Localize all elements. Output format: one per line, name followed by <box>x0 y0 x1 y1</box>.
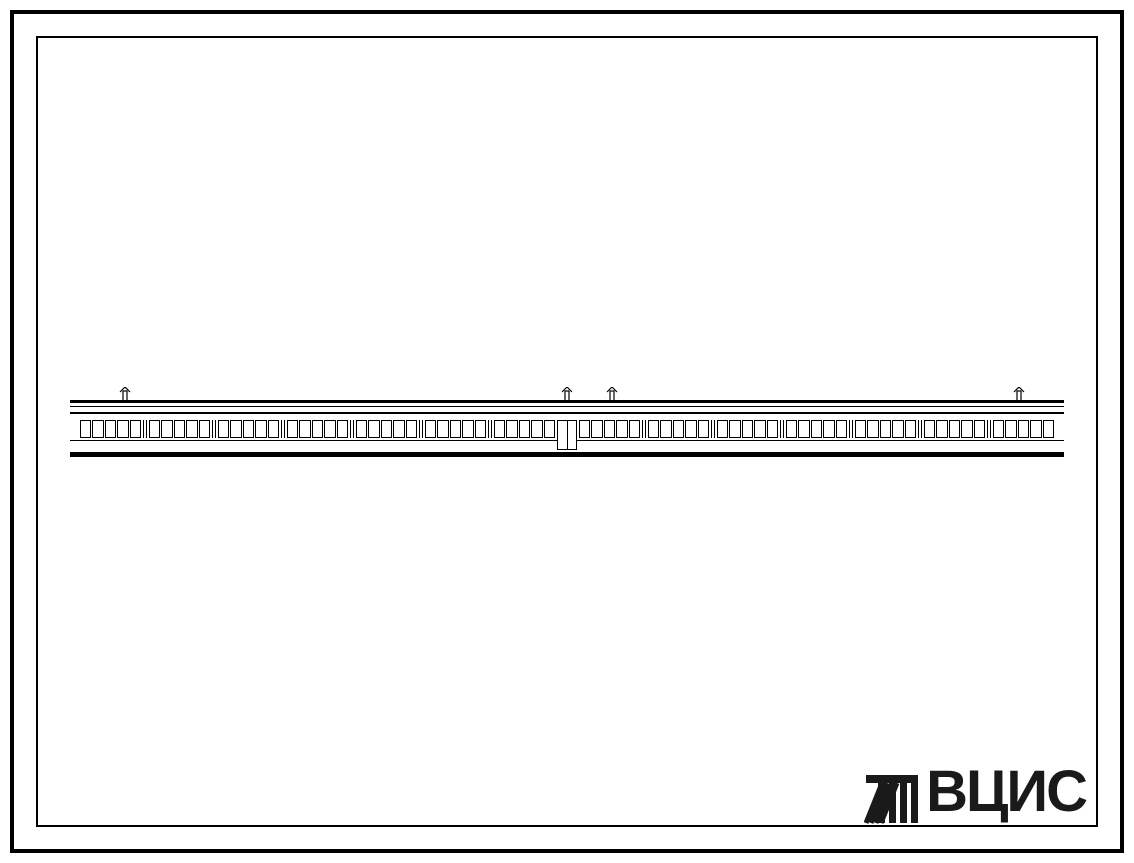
window-pane <box>993 420 1004 438</box>
window-pane <box>531 420 542 438</box>
window-pane <box>1030 420 1041 438</box>
building-elevation <box>70 400 1064 460</box>
logo-text: ВЦИС <box>926 758 1086 825</box>
ground-line <box>70 452 1064 457</box>
window-pane <box>117 420 128 438</box>
window-group <box>147 420 212 438</box>
window-pane <box>324 420 335 438</box>
window-pane <box>425 420 436 438</box>
window-pane <box>1018 420 1029 438</box>
roof-vent-icon <box>119 387 131 401</box>
window-pane <box>949 420 960 438</box>
window-pane <box>961 420 972 438</box>
window-group <box>216 420 281 438</box>
window-pane <box>174 420 185 438</box>
window-group <box>715 420 780 438</box>
window-pane <box>519 420 530 438</box>
window-pane <box>836 420 847 438</box>
window-group <box>922 420 987 438</box>
roof-vent-icon <box>606 387 618 401</box>
window-group <box>492 420 557 438</box>
window-pane <box>199 420 210 438</box>
window-group <box>78 420 143 438</box>
window-pane <box>149 420 160 438</box>
window-pane <box>230 420 241 438</box>
window-pane <box>287 420 298 438</box>
window-pane <box>437 420 448 438</box>
window-pane <box>80 420 91 438</box>
window-pane <box>255 420 266 438</box>
window-pane <box>506 420 517 438</box>
window-pane <box>729 420 740 438</box>
window-pane <box>767 420 778 438</box>
window-group <box>577 420 642 438</box>
window-group <box>784 420 849 438</box>
window-pane <box>892 420 903 438</box>
window-pane <box>880 420 891 438</box>
window-group <box>853 420 918 438</box>
window-pane <box>130 420 141 438</box>
window-pane <box>462 420 473 438</box>
window-pane <box>660 420 671 438</box>
window-pane <box>356 420 367 438</box>
window-group <box>354 420 419 438</box>
window-pane <box>591 420 602 438</box>
window-band <box>78 420 1056 438</box>
window-pane <box>754 420 765 438</box>
window-pane <box>381 420 392 438</box>
window-pane <box>616 420 627 438</box>
window-pane <box>450 420 461 438</box>
window-group <box>991 420 1056 438</box>
window-pane <box>629 420 640 438</box>
window-pane <box>312 420 323 438</box>
window-pane <box>855 420 866 438</box>
window-pane <box>673 420 684 438</box>
window-pane <box>406 420 417 438</box>
window-pane <box>92 420 103 438</box>
window-pane <box>974 420 985 438</box>
window-pane <box>936 420 947 438</box>
window-pane <box>786 420 797 438</box>
logo-mark-icon <box>864 769 920 825</box>
window-pane <box>579 420 590 438</box>
window-pane <box>798 420 809 438</box>
logo: ВЦИС <box>864 758 1086 825</box>
window-pane <box>905 420 916 438</box>
window-pane <box>717 420 728 438</box>
window-pane <box>685 420 696 438</box>
window-pane <box>494 420 505 438</box>
window-pane <box>924 420 935 438</box>
window-pane <box>105 420 116 438</box>
window-pane <box>1005 420 1016 438</box>
window-group <box>285 420 350 438</box>
window-pane <box>604 420 615 438</box>
window-pane <box>337 420 348 438</box>
eave-line <box>70 406 1064 407</box>
window-group <box>646 420 711 438</box>
window-pane <box>1043 420 1054 438</box>
window-pane <box>393 420 404 438</box>
window-pane <box>544 420 555 438</box>
window-pane <box>268 420 279 438</box>
cornice-line <box>70 412 1064 414</box>
entrance-door <box>557 420 577 450</box>
window-pane <box>161 420 172 438</box>
window-pane <box>811 420 822 438</box>
window-pane <box>299 420 310 438</box>
window-pane <box>475 420 486 438</box>
window-pane <box>243 420 254 438</box>
window-pane <box>218 420 229 438</box>
roof-vent-icon <box>561 387 573 401</box>
window-pane <box>368 420 379 438</box>
window-pane <box>698 420 709 438</box>
window-pane <box>823 420 834 438</box>
roof-vent-icon <box>1013 387 1025 401</box>
window-pane <box>867 420 878 438</box>
window-pane <box>648 420 659 438</box>
window-pane <box>742 420 753 438</box>
window-pane <box>186 420 197 438</box>
window-group <box>423 420 488 438</box>
